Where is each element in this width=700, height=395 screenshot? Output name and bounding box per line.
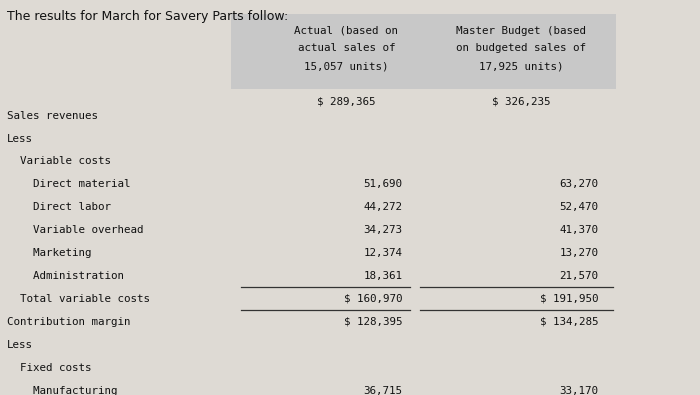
Text: 51,690: 51,690 [363,179,402,189]
Text: 21,570: 21,570 [559,271,598,281]
Text: $ 128,395: $ 128,395 [344,317,402,327]
Text: 36,715: 36,715 [363,386,402,395]
Text: on budgeted sales of: on budgeted sales of [456,43,587,53]
Text: The results for March for Savery Parts follow:: The results for March for Savery Parts f… [7,10,288,23]
Text: 17,925 units): 17,925 units) [480,61,564,71]
Text: 13,270: 13,270 [559,248,598,258]
Text: 15,057 units): 15,057 units) [304,61,389,71]
Text: $ 289,365: $ 289,365 [317,97,376,107]
Text: Variable overhead: Variable overhead [7,225,143,235]
Text: Total variable costs: Total variable costs [7,294,150,304]
Text: 12,374: 12,374 [363,248,402,258]
Text: Direct labor: Direct labor [7,202,111,212]
Text: Variable costs: Variable costs [7,156,111,166]
Text: Marketing: Marketing [7,248,92,258]
Text: Actual (based on: Actual (based on [295,26,398,36]
Text: Sales revenues: Sales revenues [7,111,98,120]
Text: 18,361: 18,361 [363,271,402,281]
Text: Less: Less [7,340,33,350]
Text: Master Budget (based: Master Budget (based [456,26,587,36]
Text: actual sales of: actual sales of [298,43,396,53]
Text: 52,470: 52,470 [559,202,598,212]
Text: 44,272: 44,272 [363,202,402,212]
Text: 34,273: 34,273 [363,225,402,235]
Text: 63,270: 63,270 [559,179,598,189]
Text: $ 326,235: $ 326,235 [492,97,551,107]
Text: 33,170: 33,170 [559,386,598,395]
Text: Contribution margin: Contribution margin [7,317,130,327]
Text: Administration: Administration [7,271,124,281]
Text: $ 134,285: $ 134,285 [540,317,598,327]
Text: Manufacturing: Manufacturing [7,386,118,395]
Text: Less: Less [7,134,33,143]
Text: $ 191,950: $ 191,950 [540,294,598,304]
Text: 41,370: 41,370 [559,225,598,235]
Text: $ 160,970: $ 160,970 [344,294,402,304]
Text: Direct material: Direct material [7,179,130,189]
Text: Fixed costs: Fixed costs [7,363,92,372]
